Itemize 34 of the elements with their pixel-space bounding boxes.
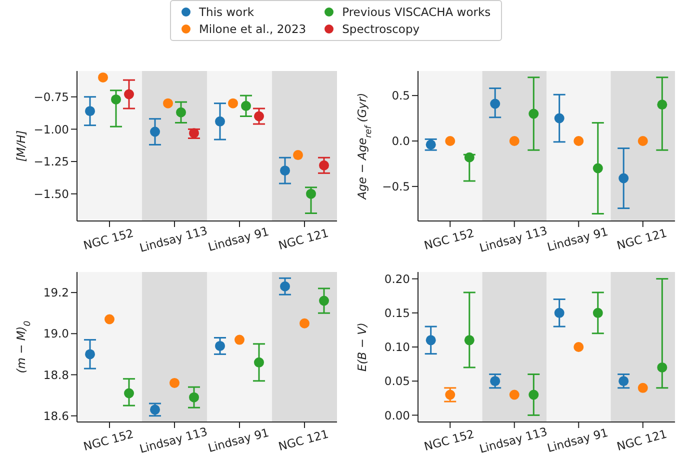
legend-label: Milone et al., 2023 xyxy=(199,22,306,36)
x-tick-label: NGC 121 xyxy=(276,226,330,253)
y-axis-title: E(B − V) xyxy=(355,322,369,372)
y-tick-label: 18.8 xyxy=(43,368,69,382)
y-tick-label: 0.20 xyxy=(384,272,410,286)
x-tick-label: NGC 121 xyxy=(615,426,668,454)
x-tick-label: NGC 121 xyxy=(615,226,668,253)
y-tick-label: −0.5 xyxy=(382,180,410,194)
y-tick-label: 0.05 xyxy=(384,374,410,388)
legend-label: This work xyxy=(199,5,254,19)
y-tick-label: −0.75 xyxy=(34,90,69,104)
y-tick-label: 0.10 xyxy=(384,340,410,354)
y-tick-label: 0.15 xyxy=(384,306,410,320)
x-tick-label: NGC 152 xyxy=(82,226,135,253)
y-axis-title: [M/H] xyxy=(14,130,28,162)
y-tick-label: 19.2 xyxy=(43,286,69,300)
x-tick-label: NGC 121 xyxy=(276,426,330,454)
x-tick-label: Lindsay 91 xyxy=(206,224,270,254)
y-tick-label: 0.5 xyxy=(392,88,410,103)
y-tick-label: 0.0 xyxy=(392,134,410,148)
y-tick-label: 18.6 xyxy=(43,408,69,423)
x-tick-label: Lindsay 91 xyxy=(206,425,270,455)
legend-label: Previous VISCACHA works xyxy=(342,5,491,19)
y-tick-label: 19.0 xyxy=(43,326,69,341)
x-tick-label: NGC 152 xyxy=(422,426,476,454)
x-tick-label: NGC 152 xyxy=(422,226,476,253)
x-tick-label: NGC 152 xyxy=(82,426,135,454)
y-tick-label: −1.50 xyxy=(34,186,69,201)
legend-label: Spectroscopy xyxy=(342,22,420,36)
y-tick-label: −1.00 xyxy=(34,122,69,136)
y-tick-label: 0.00 xyxy=(384,408,410,422)
y-tick-label: −1.25 xyxy=(34,154,69,169)
x-tick-label: Lindsay 113 xyxy=(138,223,209,255)
x-tick-label: Lindsay 113 xyxy=(138,424,209,456)
